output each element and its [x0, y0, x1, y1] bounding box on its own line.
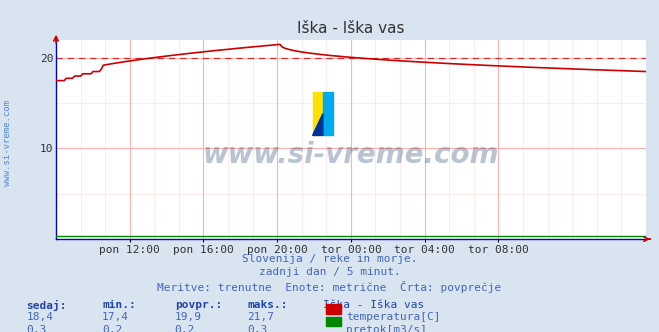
Text: min.:: min.:	[102, 300, 136, 310]
Text: 18,4: 18,4	[26, 312, 53, 322]
Text: zadnji dan / 5 minut.: zadnji dan / 5 minut.	[258, 267, 401, 277]
Text: Iška - Iška vas: Iška - Iška vas	[323, 300, 424, 310]
Text: 0,3: 0,3	[26, 325, 47, 332]
Text: Meritve: trenutne  Enote: metrične  Črta: povprečje: Meritve: trenutne Enote: metrične Črta: …	[158, 281, 501, 292]
Bar	[323, 92, 333, 135]
Text: 0,2: 0,2	[102, 325, 123, 332]
Text: Slovenija / reke in morje.: Slovenija / reke in morje.	[242, 254, 417, 264]
Text: 17,4: 17,4	[102, 312, 129, 322]
Text: maks.:: maks.:	[247, 300, 287, 310]
Text: sedaj:: sedaj:	[26, 300, 67, 311]
Text: 19,9: 19,9	[175, 312, 202, 322]
Bar	[312, 92, 323, 135]
Text: www.si-vreme.com: www.si-vreme.com	[203, 141, 499, 169]
Text: pretok[m3/s]: pretok[m3/s]	[346, 325, 427, 332]
Text: temperatura[C]: temperatura[C]	[346, 312, 440, 322]
Text: 21,7: 21,7	[247, 312, 274, 322]
Polygon shape	[312, 114, 323, 135]
Text: 0,2: 0,2	[175, 325, 195, 332]
Text: www.si-vreme.com: www.si-vreme.com	[3, 100, 13, 186]
Text: povpr.:: povpr.:	[175, 300, 222, 310]
Title: Iška - Iška vas: Iška - Iška vas	[297, 21, 405, 36]
Text: 0,3: 0,3	[247, 325, 268, 332]
